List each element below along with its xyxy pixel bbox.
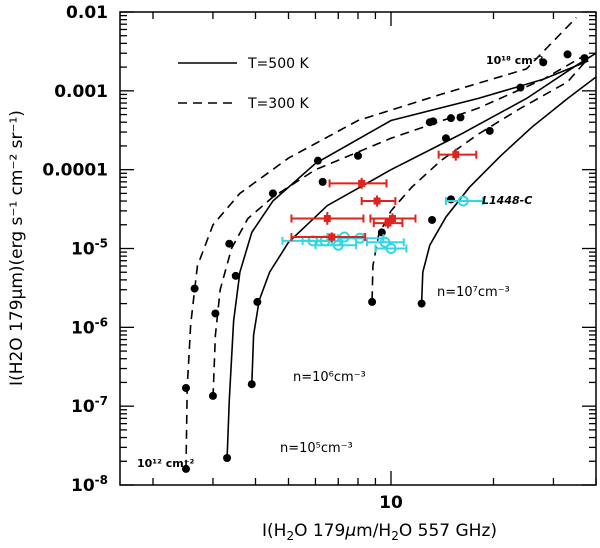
model-curves bbox=[181, 17, 597, 473]
series-line bbox=[185, 17, 577, 469]
series-marker bbox=[377, 228, 386, 237]
cyan-point bbox=[379, 236, 391, 248]
legend-label-300: T=300 K bbox=[247, 96, 309, 112]
series-marker bbox=[247, 380, 256, 389]
x-tick-label: 10 bbox=[379, 493, 403, 513]
series-marker bbox=[446, 195, 455, 204]
series-marker bbox=[268, 189, 277, 198]
series-marker bbox=[456, 113, 465, 122]
y-tick-label: 0.01 bbox=[66, 3, 108, 23]
series-marker bbox=[563, 50, 572, 59]
y-tick-label: 10-6 bbox=[71, 315, 108, 338]
x-axis-title: I(H2O 179μm/H2O 557 GHz) bbox=[262, 521, 497, 543]
y-tick-label: 0.001 bbox=[54, 82, 108, 102]
axis-ticks bbox=[120, 11, 597, 486]
legend-label-500: T=500 K bbox=[247, 56, 309, 72]
red-point bbox=[373, 197, 381, 205]
red-point bbox=[323, 215, 331, 223]
y-tick-label: 10-5 bbox=[71, 237, 108, 260]
series-marker bbox=[253, 297, 262, 306]
series-marker bbox=[318, 177, 327, 186]
y-tick-label: 10-7 bbox=[71, 394, 108, 417]
series-line bbox=[420, 76, 597, 304]
annotation-n6: n=10⁶cm⁻³ bbox=[293, 370, 366, 385]
series-line bbox=[251, 52, 597, 385]
series-marker bbox=[181, 383, 190, 392]
series-marker bbox=[417, 299, 426, 308]
red-point bbox=[358, 179, 366, 187]
series-marker bbox=[368, 297, 377, 306]
observed-points bbox=[281, 148, 484, 254]
y-axis-title: I(H2O 179μm)(erg s⁻¹ cm⁻² sr⁻¹) bbox=[7, 110, 27, 386]
red-point bbox=[452, 151, 460, 159]
series-marker bbox=[181, 464, 190, 473]
series-line bbox=[212, 54, 585, 398]
series-marker bbox=[225, 239, 234, 248]
series-marker bbox=[211, 309, 220, 318]
series-marker bbox=[539, 58, 548, 67]
series-marker bbox=[428, 215, 437, 224]
legend: T=500 K T=300 K bbox=[178, 56, 309, 112]
red-point bbox=[388, 215, 396, 223]
series-marker bbox=[223, 454, 232, 463]
tick-labels: 10-8 10-7 10-6 10-5 0.0001 0.001 0.01 10 bbox=[42, 3, 403, 513]
red-point bbox=[384, 219, 392, 227]
annotation-l1448: L1448-C bbox=[482, 194, 532, 207]
series-line bbox=[371, 57, 590, 301]
annotation-n5: n=10⁵cm⁻³ bbox=[280, 441, 353, 456]
cyan-point bbox=[385, 243, 397, 254]
y-tick-label: 10-8 bbox=[71, 473, 108, 496]
series-marker bbox=[208, 391, 217, 400]
series-marker bbox=[485, 126, 494, 135]
annotation-high-col: 10¹⁸ cm⁻² bbox=[486, 54, 544, 67]
annotation-low-col: 10¹² cm⁻² bbox=[137, 457, 195, 470]
series-line bbox=[226, 60, 589, 459]
series-marker bbox=[441, 134, 450, 143]
cyan-point bbox=[457, 195, 469, 207]
series-marker bbox=[231, 271, 240, 280]
red-point bbox=[328, 233, 336, 241]
series-marker bbox=[354, 151, 362, 160]
plot-frame bbox=[119, 11, 597, 486]
series-marker bbox=[313, 156, 322, 165]
annotation-n7: n=10⁷cm⁻³ bbox=[437, 285, 510, 300]
series-marker bbox=[190, 284, 199, 293]
y-tick-label: 0.0001 bbox=[42, 161, 108, 181]
